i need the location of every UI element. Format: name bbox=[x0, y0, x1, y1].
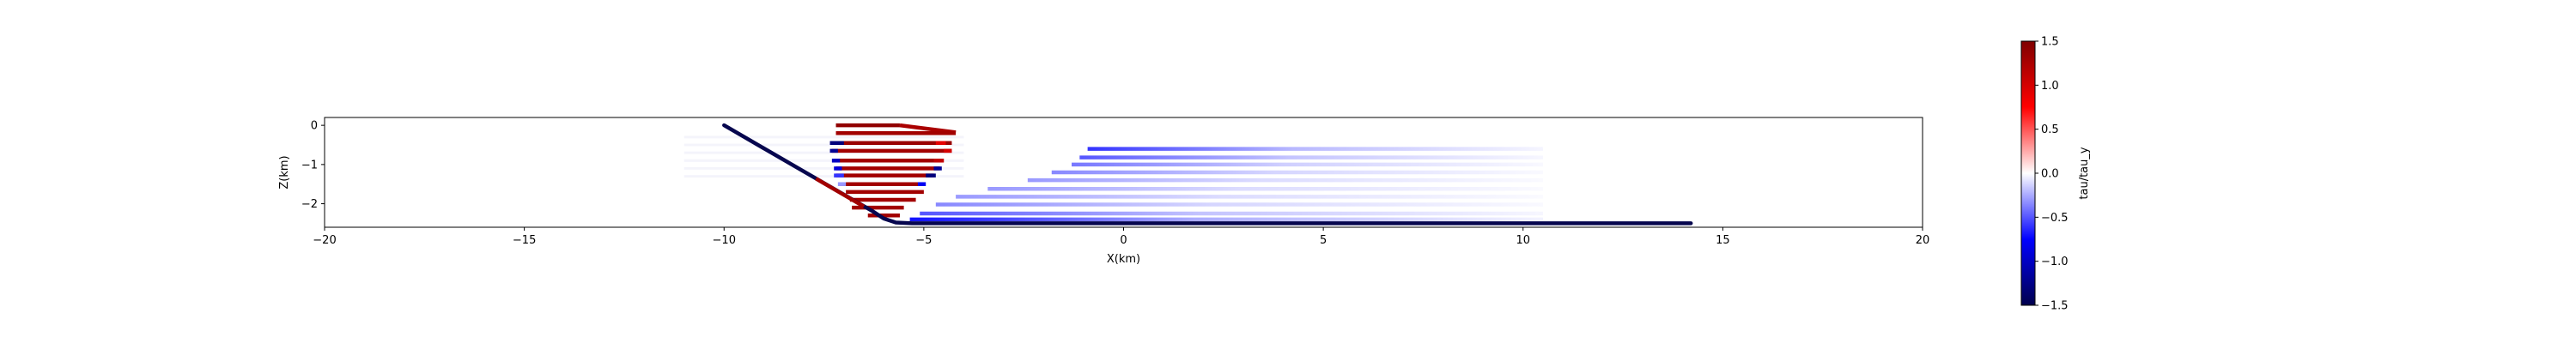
x-tick-label: −10 bbox=[713, 234, 736, 247]
x-tick-label: −15 bbox=[513, 234, 536, 247]
y-tick-label: 0 bbox=[311, 120, 318, 133]
y-tick-label: −2 bbox=[301, 198, 318, 211]
y-tick-label: −1 bbox=[301, 159, 318, 172]
colorbar-tick-label: 0.0 bbox=[2041, 168, 2059, 181]
x-axis: −20 −15 −10 −5 0 5 10 15 20 bbox=[313, 227, 1929, 247]
x-tick-label: 5 bbox=[1320, 234, 1327, 247]
x-axis-label: X(km) bbox=[1107, 253, 1140, 266]
x-tick-label: 0 bbox=[1120, 234, 1127, 247]
x-tick-label: −20 bbox=[313, 234, 336, 247]
colorbar-tick-label: 0.5 bbox=[2041, 123, 2059, 136]
y-axis-label: Z(km) bbox=[278, 155, 291, 189]
layer-0-wedge bbox=[899, 123, 957, 135]
colorbar-tick-label: 1.5 bbox=[2041, 36, 2059, 49]
y-axis: 0 −1 −2 bbox=[301, 120, 325, 211]
colorbar-tick-label: −1.0 bbox=[2041, 256, 2069, 268]
x-tick-label: 20 bbox=[1916, 234, 1930, 247]
colorbar-label: tau/tau_y bbox=[2078, 147, 2091, 199]
x-tick-label: 10 bbox=[1516, 234, 1530, 247]
fault-line bbox=[722, 123, 1693, 226]
fault-slip-segment bbox=[815, 177, 866, 208]
colorbar-gradient bbox=[2020, 40, 2036, 306]
colorbar-tick-label: −0.5 bbox=[2041, 212, 2069, 225]
plot-data-layer bbox=[683, 123, 1693, 226]
colorbar: 1.5 1.0 0.5 0.0 −0.5 −1.0 −1.5 tau/tau_y bbox=[2020, 36, 2091, 313]
main-plot: −20 −15 −10 −5 0 5 10 15 20 0 −1 −2 X(km) Z(km) bbox=[278, 117, 1929, 266]
x-tick-label: −5 bbox=[915, 234, 932, 247]
colorbar-tick-label: 1.0 bbox=[2041, 80, 2059, 93]
colorbar-ticks: 1.5 1.0 0.5 0.0 −0.5 −1.0 −1.5 bbox=[2035, 36, 2069, 313]
colorbar-tick-label: −1.5 bbox=[2041, 300, 2069, 313]
x-tick-label: 15 bbox=[1716, 234, 1730, 247]
